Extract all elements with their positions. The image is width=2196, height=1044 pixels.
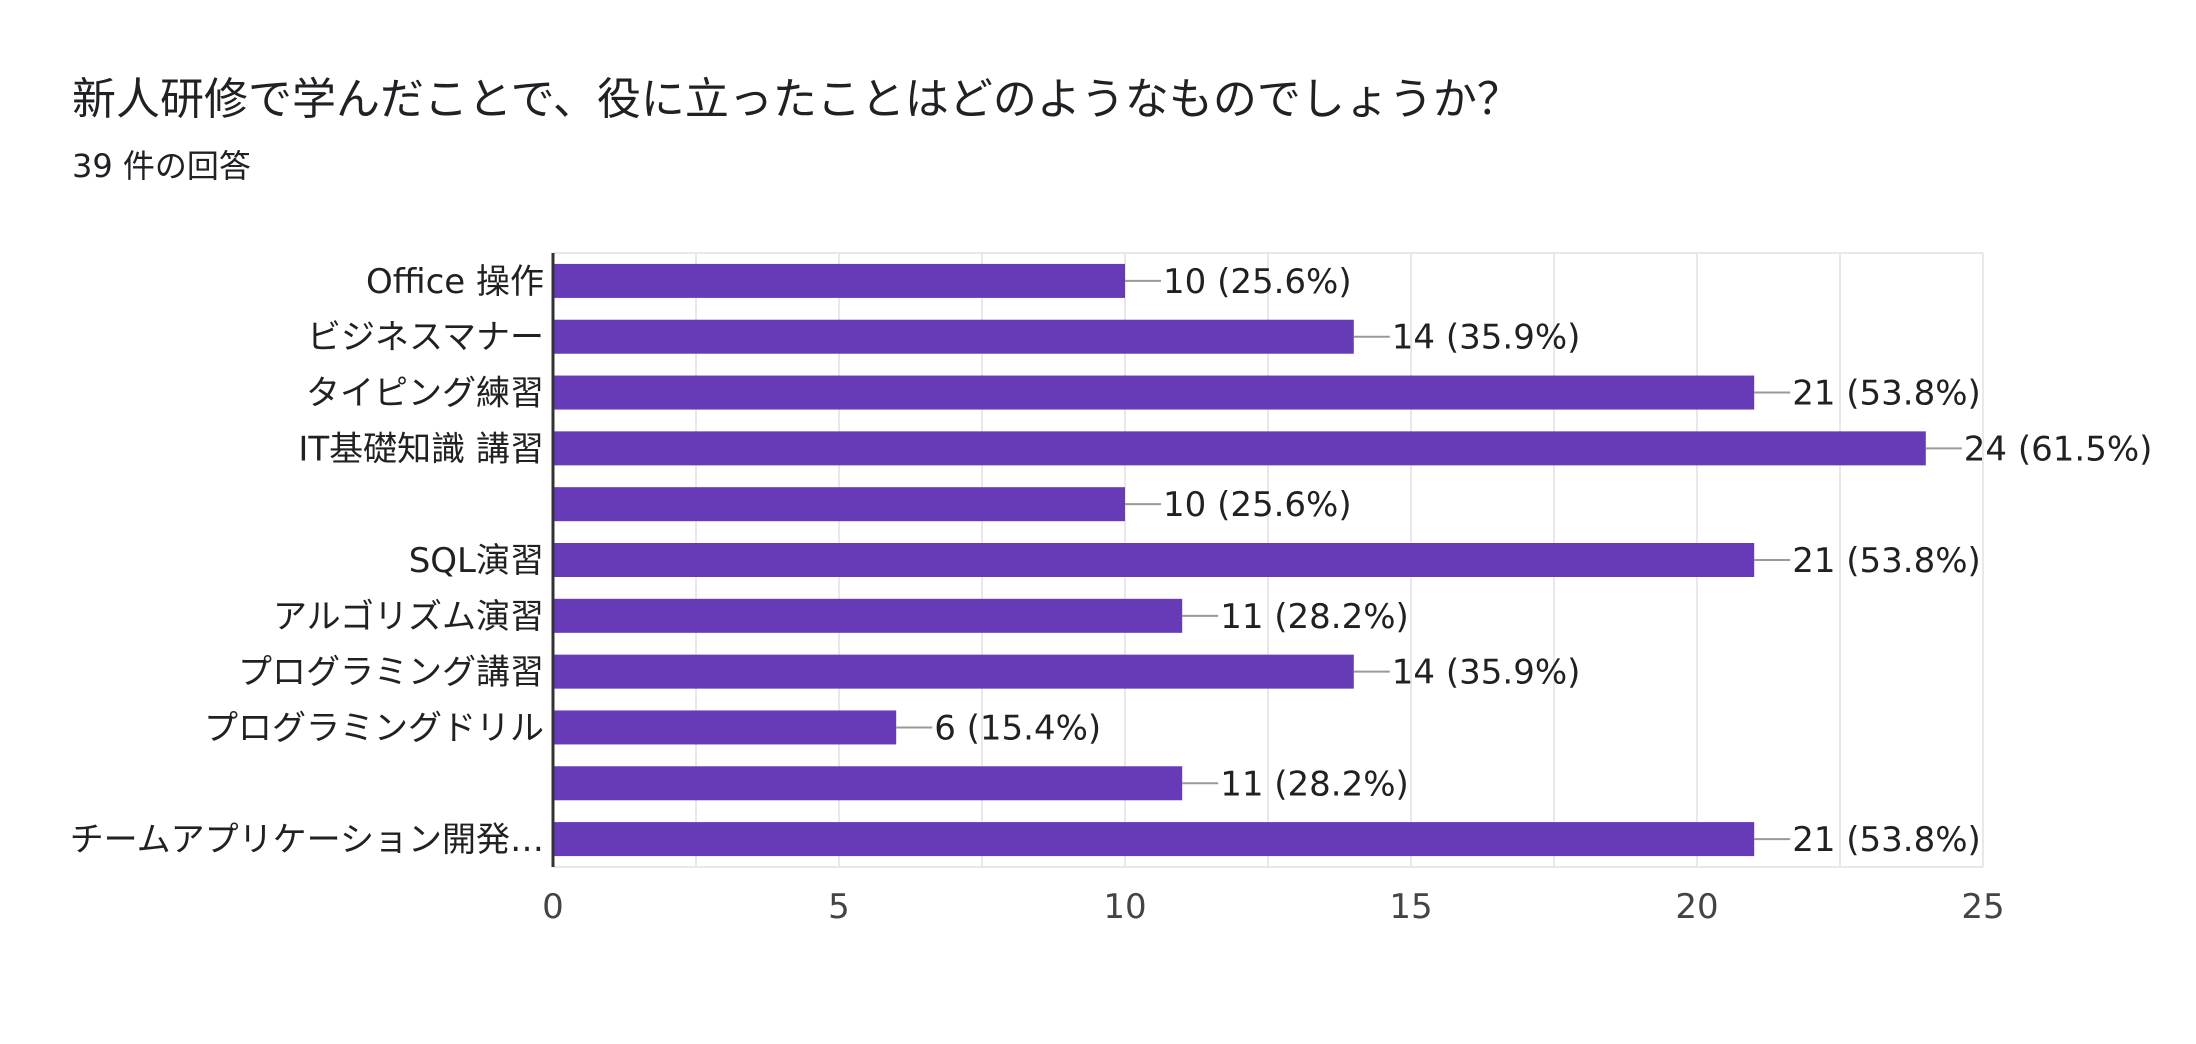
bar xyxy=(553,431,1926,466)
data-label: 14 (35.9%) xyxy=(1392,653,1581,693)
category-label: Office 操作 xyxy=(366,262,544,302)
category-label: SQL演習 xyxy=(409,541,544,581)
category-label: タイピング練習 xyxy=(306,374,544,414)
bar xyxy=(553,710,897,745)
data-label: 21 (53.8%) xyxy=(1792,820,1981,860)
bar xyxy=(553,319,1354,354)
x-tick-label: 20 xyxy=(1675,887,1718,927)
label-layer: 10 (25.6%) 14 (35.9%) 21 (53.8%) 24 (61.5%)… xyxy=(896,262,2152,860)
x-tick-label: 25 xyxy=(1961,887,2004,927)
data-label: 24 (61.5%) xyxy=(1964,429,2153,469)
category-label: ビジネスマナー xyxy=(307,318,544,358)
data-label: 11 (28.2%) xyxy=(1220,597,1409,637)
x-tick-label: 15 xyxy=(1389,887,1432,927)
bar xyxy=(553,598,1183,633)
bar xyxy=(553,543,1755,577)
category-label: プログラミング講習 xyxy=(238,653,544,693)
data-label: 11 (28.2%) xyxy=(1220,764,1409,804)
bar xyxy=(553,654,1354,689)
bar xyxy=(553,487,1125,522)
category-label: IT基礎知識 講習 xyxy=(298,429,544,469)
x-tick-label: 10 xyxy=(1103,887,1146,927)
bar xyxy=(553,822,1755,857)
data-label: 14 (35.9%) xyxy=(1392,318,1581,358)
data-label: 21 (53.8%) xyxy=(1792,374,1981,414)
category-label: アルゴリズム演習 xyxy=(273,597,544,637)
data-label: 10 (25.6%) xyxy=(1163,485,1352,525)
bar xyxy=(553,766,1183,801)
response-count: 39 件の回答 xyxy=(72,147,251,185)
data-label: 6 (15.4%) xyxy=(934,708,1101,748)
x-tick-label: 5 xyxy=(828,887,850,927)
data-label: 10 (25.6%) xyxy=(1163,262,1352,302)
bar xyxy=(553,263,1125,298)
bar xyxy=(553,375,1755,410)
category-label: チームアプリケーション開発… xyxy=(70,820,544,860)
chart-title: 新人研修で学んだことで、役に立ったことはどのようなものでしょうか？ xyxy=(72,74,1521,125)
bar-layer xyxy=(553,263,1926,857)
x-tick-label: 0 xyxy=(542,887,564,927)
data-label: 21 (53.8%) xyxy=(1792,541,1981,581)
category-label: プログラミングドリル xyxy=(204,708,544,748)
